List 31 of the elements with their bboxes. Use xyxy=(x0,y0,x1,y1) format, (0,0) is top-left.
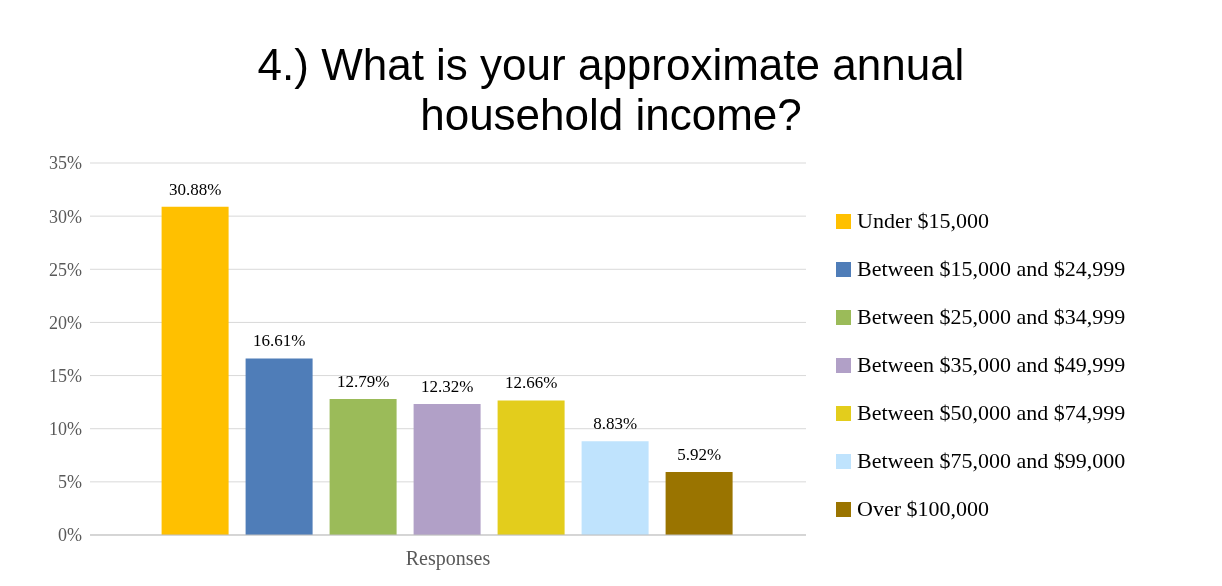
data-label: 30.88% xyxy=(168,179,222,199)
legend-label: Between $15,000 and $24,999 xyxy=(857,255,1126,283)
data-label: 12.32% xyxy=(420,377,474,397)
y-tick-label: 5% xyxy=(58,472,82,493)
legend-label: Under $15,000 xyxy=(857,207,989,235)
chart-title: 4.) What is your approximate annual household income? xyxy=(256,39,966,141)
bar xyxy=(245,358,313,535)
data-label: 8.83% xyxy=(593,414,638,434)
bar xyxy=(413,404,481,535)
bar xyxy=(581,441,649,535)
y-tick-label: 10% xyxy=(49,419,82,440)
data-label: 12.79% xyxy=(336,372,390,392)
x-tick-label: Responses xyxy=(405,547,491,571)
bar xyxy=(329,399,397,535)
data-label: 5.92% xyxy=(677,445,722,465)
y-tick-label: 25% xyxy=(49,259,82,280)
data-label: 12.66% xyxy=(504,373,558,393)
legend-label: Between $75,000 and $99,000 xyxy=(857,447,1126,475)
legend-label: Between $35,000 and $49,999 xyxy=(857,351,1126,379)
bar xyxy=(497,400,565,535)
data-label: 16.61% xyxy=(252,331,306,351)
legend-label: Between $25,000 and $34,999 xyxy=(857,303,1126,331)
y-tick-label: 15% xyxy=(49,365,82,386)
bar xyxy=(665,472,733,535)
legend-label: Between $50,000 and $74,999 xyxy=(857,399,1126,427)
legend-label: Over $100,000 xyxy=(857,495,989,523)
bar xyxy=(161,206,229,535)
y-tick-label: 35% xyxy=(49,153,82,174)
y-tick-label: 20% xyxy=(49,312,82,333)
y-tick-label: 0% xyxy=(58,525,82,546)
y-tick-label: 30% xyxy=(49,206,82,227)
